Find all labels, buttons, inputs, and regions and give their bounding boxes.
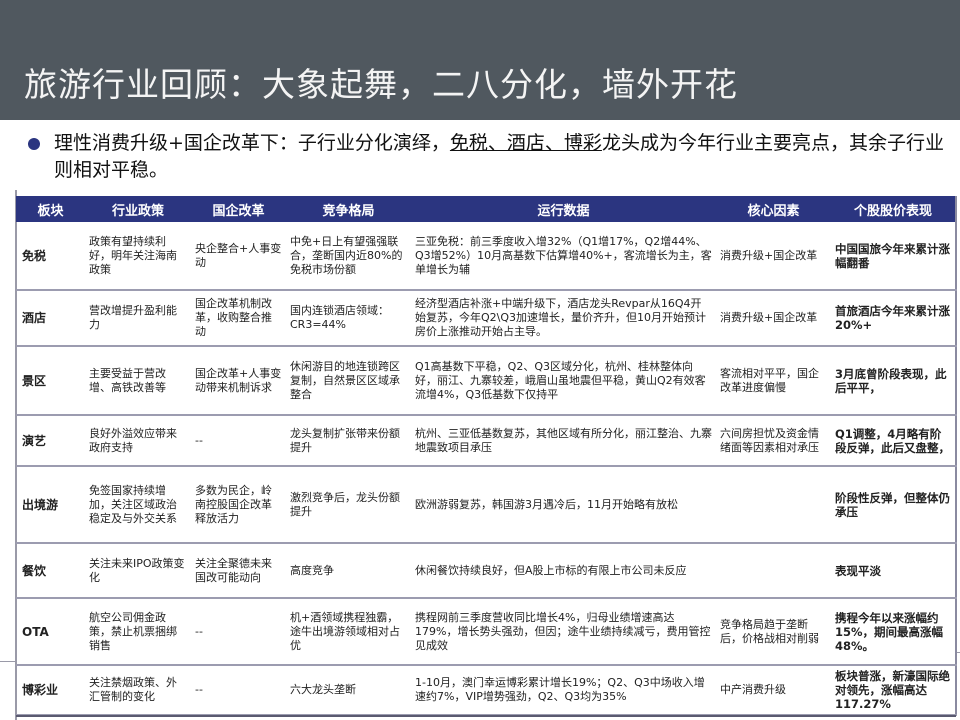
table-row: OTA 航空公司佣金政策，禁止机票捆绑销售 -- 机+酒领域携程独霸，途牛出境游领域相…: [16, 598, 956, 666]
page-title: 旅游行业回顾：大象起舞，二八分化，墙外开花: [24, 65, 738, 104]
operating-data-cell: 经济型酒店补涨+中端升级下，酒店龙头Revpar从16Q4开始复苏，今年Q2\Q…: [411, 290, 716, 347]
competition-cell: 激烈竞争后，龙头份额提升: [286, 466, 411, 544]
table-row: 免税 政策有望持续利好，明年关注海南政策 央企整合+人事变动 中免+日上有望强强联合，…: [16, 222, 956, 291]
column-header: 核心因素: [716, 196, 831, 222]
operating-data-cell: 三亚免税：前三季度收入增32%（Q1增17%，Q2增44%、Q3增52%）10月…: [411, 222, 716, 291]
policy-cell: 关注未来IPO政策变化: [85, 543, 191, 599]
core-factor-cell: 中产消费升级: [716, 665, 831, 716]
soe-reform-cell: 多数为民企，岭南控股国企改革释放活力: [191, 466, 286, 544]
side-divider-right: [955, 652, 960, 653]
operating-data-cell: 欧洲游弱复苏，韩国游3月遇冷后，11月开始略有放松: [411, 466, 716, 544]
policy-cell: 政策有望持续利好，明年关注海南政策: [85, 222, 191, 291]
stock-performance-cell: 中国国旅今年来累计涨幅翻番: [831, 222, 956, 291]
core-factor-cell: 客流相对平平，国企改革进度偏慢: [716, 346, 831, 416]
column-header: 竞争格局: [286, 196, 411, 222]
soe-reform-cell: 国企改革+人事变动带来机制诉求: [191, 346, 286, 416]
table-row: 演艺 良好外溢效应带来政府支持 -- 龙头复制扩张带来份额提升 杭州、三亚低基数复苏，其…: [16, 415, 956, 467]
operating-data-cell: 休闲餐饮持续良好，但A股上市标的有限上市公司未反应: [411, 543, 716, 599]
table-row: 餐饮 关注未来IPO政策变化 关注全聚德未来国改可能动向 高度竞争 休闲餐饮持续良好，但…: [16, 543, 956, 599]
core-factor-cell: 消费升级+国企改革: [716, 290, 831, 347]
competition-cell: 中免+日上有望强强联合，垄断国内近80%的免税市场份额: [286, 222, 411, 291]
competition-cell: 机+酒领域携程独霸，途牛出境游领域相对占优: [286, 598, 411, 666]
side-divider: [0, 661, 15, 662]
sector-cell: 餐饮: [16, 543, 85, 599]
table-row: 博彩业 关注禁烟政策、外汇管制的变化 -- 六大龙头垄断 1-10月，澳门幸运博彩累计增…: [16, 665, 956, 716]
policy-cell: 关注禁烟政策、外汇管制的变化: [85, 665, 191, 716]
column-header: 板块: [16, 196, 85, 222]
table-bottom-border: [16, 715, 956, 718]
table-row: 出境游 免签国家持续增加，关注区域政治稳定及与外交关系 多数为民企，岭南控股国企改革…: [16, 466, 956, 544]
competition-cell: 国内连锁酒店领域：CR3=44%: [286, 290, 411, 347]
table-row: 景区 主要受益于营改增、高铁改善等 国企改革+人事变动带来机制诉求 休闲游目的地连锁跨…: [16, 346, 956, 416]
policy-cell: 营改增提升盈利能力: [85, 290, 191, 347]
stock-performance-cell: 阶段性反弹，但整体仍承压: [831, 466, 956, 544]
competition-cell: 休闲游目的地连锁跨区复制，自然景区区域承整合: [286, 346, 411, 416]
table-row: 酒店 营改增提升盈利能力 国企改革机制改革，收购整合推动 国内连锁酒店领域：CR3=4…: [16, 290, 956, 347]
policy-cell: 免签国家持续增加，关注区域政治稳定及与外交关系: [85, 466, 191, 544]
competition-cell: 高度竞争: [286, 543, 411, 599]
operating-data-cell: 杭州、三亚低基数复苏，其他区域有所分化，丽江整治、九寨地震致项目承压: [411, 415, 716, 467]
stock-performance-cell: 表现平淡: [831, 543, 956, 599]
stock-performance-cell: Q1调整，4月略有阶段反弹，此后又盘整，: [831, 415, 956, 467]
policy-cell: 航空公司佣金政策，禁止机票捆绑销售: [85, 598, 191, 666]
sector-cell: OTA: [16, 598, 85, 666]
core-factor-cell: 六间房担忧及资金情绪面等因素相对承压: [716, 415, 831, 467]
column-header: 行业政策: [85, 196, 191, 222]
core-factor-cell: 消费升级+国企改革: [716, 222, 831, 291]
title-bar: 旅游行业回顾：大象起舞，二八分化，墙外开花: [0, 0, 960, 120]
column-header: 运行数据: [411, 196, 716, 222]
column-header: 国企改革: [191, 196, 286, 222]
core-factor-cell: [716, 543, 831, 599]
stock-performance-cell: 板块普涨，新濠国际绝对领先，涨幅高达117.27%: [831, 665, 956, 716]
industry-review-table: 板块 行业政策 国企改革 竞争格局 运行数据 核心因素 个股股价表现 免税 政策有望持续利好，…: [16, 196, 957, 716]
sector-cell: 出境游: [16, 466, 85, 544]
soe-reform-cell: 关注全聚德未来国改可能动向: [191, 543, 286, 599]
policy-cell: 良好外溢效应带来政府支持: [85, 415, 191, 467]
sector-cell: 博彩业: [16, 665, 85, 716]
core-factor-cell: [716, 466, 831, 544]
summary-text-1: 理性消费升级+国企改革下：子行业分化演绎，: [54, 132, 450, 154]
operating-data-cell: 1-10月，澳门幸运博彩累计增长19%；Q2、Q3中场收入增速约7%，VIP增势…: [411, 665, 716, 716]
stock-performance-cell: 携程今年以来涨幅约15%，期间最高涨幅48%。: [831, 598, 956, 666]
operating-data-cell: 携程网前三季度营收同比增长4%，归母业绩增速高达179%，增长势头强劲，但因；途…: [411, 598, 716, 666]
soe-reform-cell: 央企整合+人事变动: [191, 222, 286, 291]
soe-reform-cell: --: [191, 598, 286, 666]
summary-bullet: 理性消费升级+国企改革下：子行业分化演绎，免税、酒店、博彩龙头成为今年行业主要亮…: [26, 130, 946, 184]
stock-performance-cell: 3月底曾阶段表现，此后平平，: [831, 346, 956, 416]
sector-cell: 免税: [16, 222, 85, 291]
soe-reform-cell: --: [191, 415, 286, 467]
soe-reform-cell: 国企改革机制改革，收购整合推动: [191, 290, 286, 347]
column-header: 个股股价表现: [831, 196, 956, 222]
summary-text-2: 龙头成为今年行业主要亮点，其余子行业则相对平稳。: [54, 132, 944, 181]
competition-cell: 六大龙头垄断: [286, 665, 411, 716]
sector-cell: 景区: [16, 346, 85, 416]
soe-reform-cell: --: [191, 665, 286, 716]
bullet-dot-icon: [28, 138, 40, 150]
competition-cell: 龙头复制扩张带来份额提升: [286, 415, 411, 467]
summary-highlight: 免税、酒店、博彩: [449, 132, 602, 154]
core-factor-cell: 竞争格局趋于垄断后，价格战相对削弱: [716, 598, 831, 666]
policy-cell: 主要受益于营改增、高铁改善等: [85, 346, 191, 416]
sector-cell: 演艺: [16, 415, 85, 467]
stock-performance-cell: 首旅酒店今年来累计涨20%+: [831, 290, 956, 347]
sector-cell: 酒店: [16, 290, 85, 347]
operating-data-cell: Q1高基数下平稳，Q2、Q3区域分化，杭州、桂林整体向好，丽江、九寨较差，峨眉山…: [411, 346, 716, 416]
